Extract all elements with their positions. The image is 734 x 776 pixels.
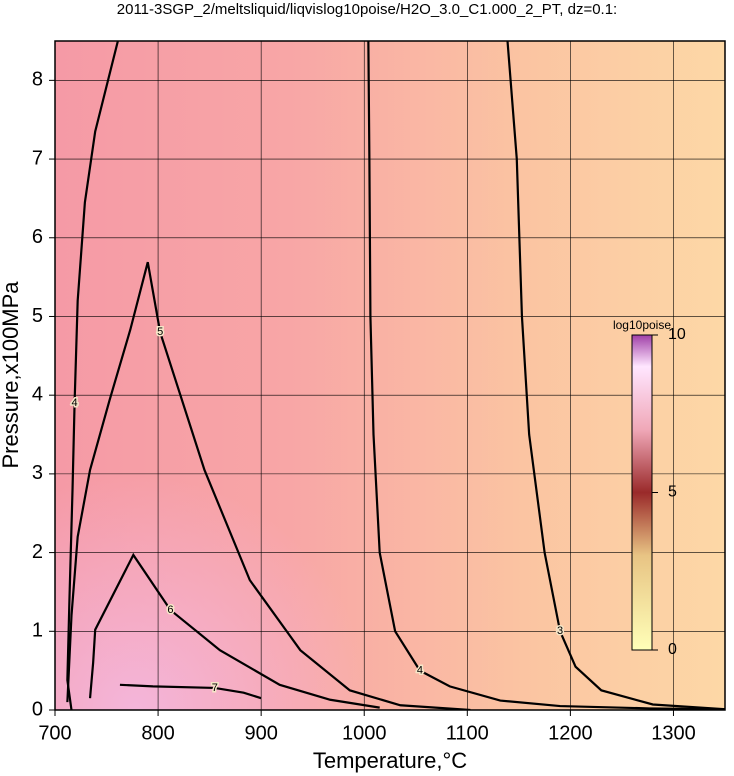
contour-line <box>367 41 725 710</box>
colorbar-label: log10poise <box>613 318 671 332</box>
y-axis-label: Pressure,x100MPa <box>0 281 23 469</box>
contour-line <box>119 683 262 700</box>
colorbar-tick-label: 5 <box>668 484 677 501</box>
contour-label: 3 <box>557 625 563 637</box>
y-tick-label: 6 <box>32 226 43 248</box>
y-tick-label: 8 <box>32 69 43 91</box>
contour-label: 7 <box>212 682 218 694</box>
contour-label: 4 <box>72 397 78 409</box>
x-tick-label: 1100 <box>446 722 489 744</box>
y-tick-label: 5 <box>32 305 43 327</box>
field-shade <box>55 41 725 710</box>
contour-label: 4 <box>417 665 423 677</box>
x-tick-label: 1300 <box>651 722 696 744</box>
y-tick-label: 2 <box>32 541 43 563</box>
x-tick-label: 1000 <box>342 722 387 744</box>
chart-title: 2011-3SGP_2/meltsliquid/liqvislog10poise… <box>117 1 617 18</box>
y-tick-label: 0 <box>32 698 43 720</box>
x-tick-label: 900 <box>244 722 277 744</box>
contour-label: 5 <box>157 326 163 338</box>
y-tick-label: 1 <box>32 620 43 642</box>
x-tick-label: 1200 <box>548 722 593 744</box>
contour-line <box>506 41 725 710</box>
colorbar <box>631 334 653 651</box>
x-axis-label: Temperature,°C <box>313 748 467 773</box>
y-tick-label: 3 <box>32 462 43 484</box>
contour-label: 6 <box>167 604 173 616</box>
y-tick-label: 7 <box>32 147 43 169</box>
contour-line <box>66 261 471 710</box>
y-tick-label: 4 <box>32 383 43 405</box>
colorbar-tick-label: 0 <box>668 641 677 658</box>
colorbar-tick-label: 10 <box>668 326 686 343</box>
contour-line <box>66 41 119 710</box>
frame <box>54 40 726 711</box>
contour-line <box>88 552 380 709</box>
x-tick-label: 700 <box>38 722 71 744</box>
x-tick-label: 800 <box>141 722 174 744</box>
